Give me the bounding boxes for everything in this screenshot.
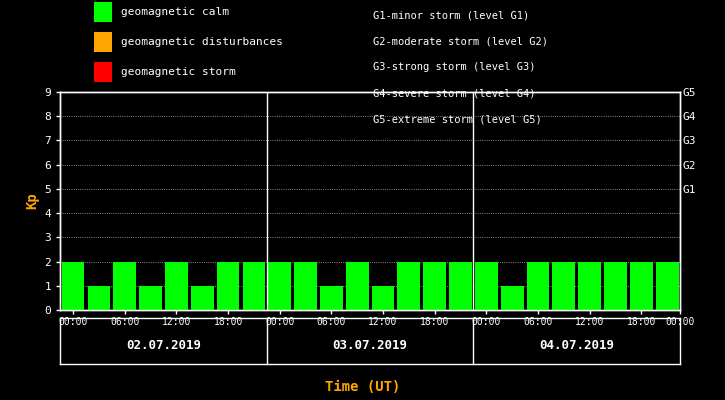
Text: Time (UT): Time (UT) — [325, 380, 400, 394]
Text: 04.07.2019: 04.07.2019 — [539, 339, 614, 352]
Bar — [88, 286, 110, 310]
Bar — [450, 262, 472, 310]
Bar — [656, 262, 679, 310]
Text: G4-severe storm (level G4): G4-severe storm (level G4) — [373, 88, 536, 98]
Text: G1-minor storm (level G1): G1-minor storm (level G1) — [373, 10, 530, 20]
Bar — [62, 262, 84, 310]
Bar — [526, 262, 550, 310]
Bar — [243, 262, 265, 310]
Bar — [397, 262, 420, 310]
Bar — [320, 286, 343, 310]
Bar — [552, 262, 575, 310]
Bar — [604, 262, 627, 310]
Text: geomagnetic calm: geomagnetic calm — [121, 7, 229, 17]
Text: 02.07.2019: 02.07.2019 — [126, 339, 201, 352]
Text: 03.07.2019: 03.07.2019 — [333, 339, 407, 352]
Bar — [268, 262, 291, 310]
Bar — [475, 262, 497, 310]
Y-axis label: Kp: Kp — [25, 193, 39, 209]
Text: G3-strong storm (level G3): G3-strong storm (level G3) — [373, 62, 536, 72]
Bar — [423, 262, 446, 310]
Bar — [217, 262, 239, 310]
Text: G5-extreme storm (level G5): G5-extreme storm (level G5) — [373, 114, 542, 124]
Text: geomagnetic disturbances: geomagnetic disturbances — [121, 37, 283, 47]
Bar — [579, 262, 601, 310]
Bar — [294, 262, 317, 310]
Bar — [139, 286, 162, 310]
Bar — [346, 262, 368, 310]
Bar — [501, 286, 523, 310]
Bar — [113, 262, 136, 310]
Bar — [165, 262, 188, 310]
Bar — [191, 286, 214, 310]
Text: geomagnetic storm: geomagnetic storm — [121, 67, 236, 77]
Text: G2-moderate storm (level G2): G2-moderate storm (level G2) — [373, 36, 548, 46]
Bar — [630, 262, 652, 310]
Bar — [372, 286, 394, 310]
